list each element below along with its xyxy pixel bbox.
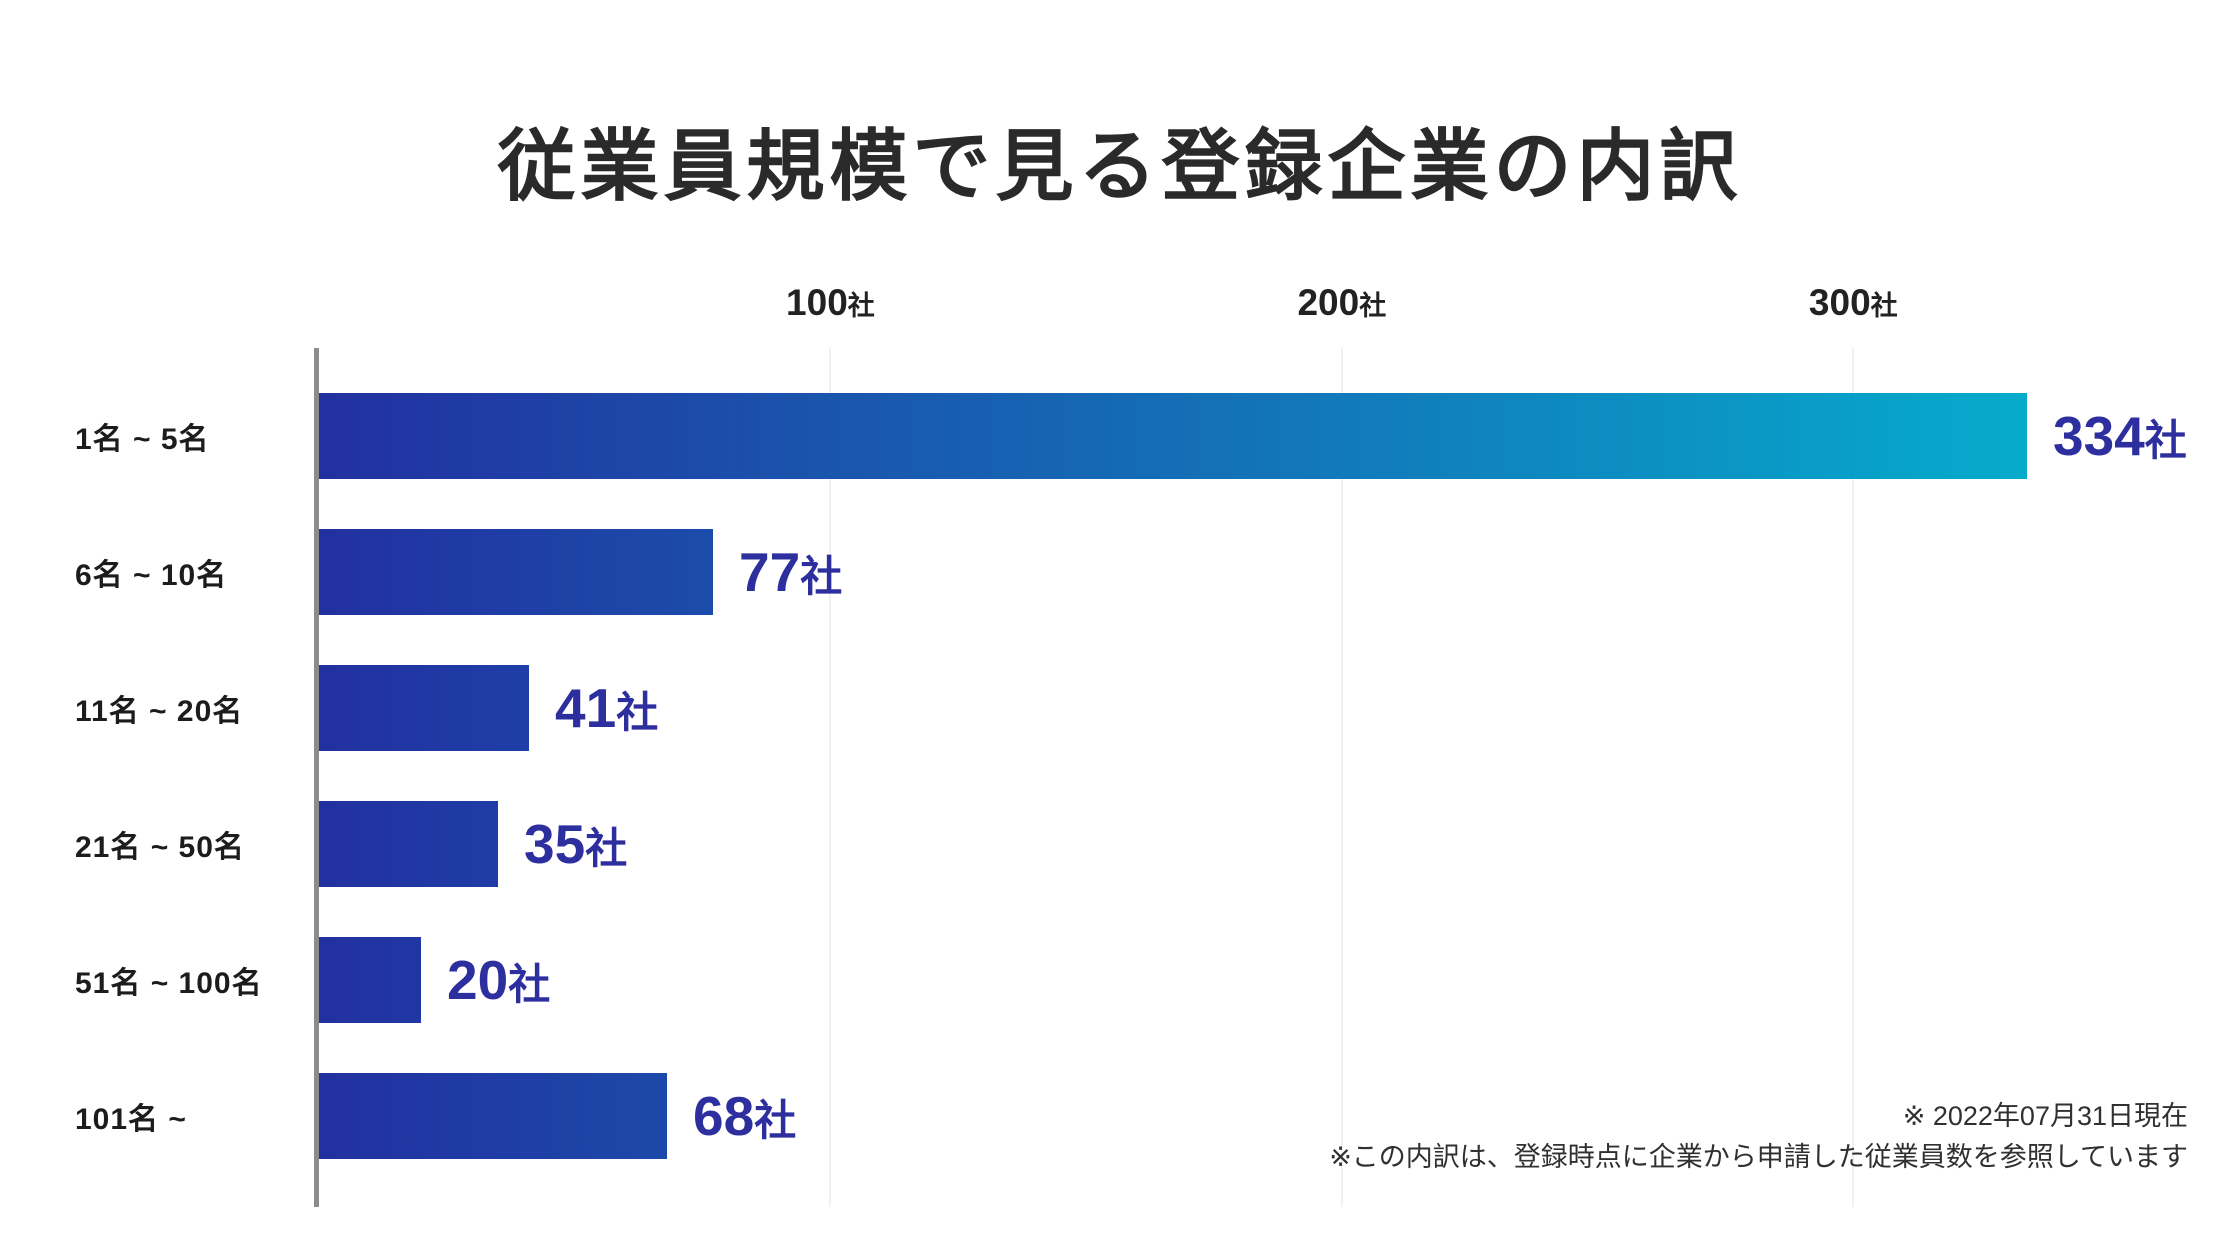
value-unit: 社 bbox=[616, 689, 659, 736]
value-number: 20 bbox=[447, 949, 509, 1011]
x-axis-tick-label: 200社 bbox=[1297, 282, 1386, 324]
bar-value-label: 35社 bbox=[524, 812, 627, 876]
bar bbox=[319, 801, 498, 887]
category-label: 101名 ~ bbox=[75, 1103, 187, 1136]
x-axis-tick-label: 100社 bbox=[786, 282, 875, 324]
gridline-100 bbox=[829, 348, 832, 1207]
category-labels-column: 1名 ~ 5名 6名 ~ 10名 11名 ~ 20名 21名 ~ 50名 51名 ~ 1… bbox=[75, 393, 310, 1209]
value-unit: 社 bbox=[2144, 417, 2187, 464]
bar-row: 77社 bbox=[319, 529, 2240, 615]
gridline-200 bbox=[1340, 348, 1343, 1207]
bar-value-label: 20社 bbox=[447, 948, 550, 1012]
category-label: 11名 ~ 20名 bbox=[75, 695, 244, 728]
value-number: 334 bbox=[2053, 405, 2145, 467]
bar-row: 20社 bbox=[319, 937, 2240, 1023]
category-label: 6名 ~ 10名 bbox=[75, 559, 228, 592]
bar bbox=[319, 529, 713, 615]
tick-number: 200 bbox=[1297, 282, 1360, 323]
bar-value-label: 334社 bbox=[2053, 404, 2187, 468]
x-axis-tick-label: 300社 bbox=[1809, 282, 1898, 324]
tick-number: 100 bbox=[786, 282, 848, 323]
tick-unit: 社 bbox=[847, 291, 875, 321]
value-number: 35 bbox=[524, 813, 586, 875]
bar-value-label: 77社 bbox=[739, 540, 842, 604]
bar-row: 334社 bbox=[319, 393, 2240, 479]
tick-unit: 社 bbox=[1359, 291, 1387, 321]
value-unit: 社 bbox=[585, 825, 628, 872]
chart-title: 従業員規模で見る登録企業の内訳 bbox=[497, 122, 1743, 210]
bar-value-label: 41社 bbox=[555, 676, 658, 740]
bar bbox=[319, 393, 2027, 479]
category-label: 21名 ~ 50名 bbox=[75, 831, 245, 864]
tick-number: 300 bbox=[1808, 282, 1871, 323]
value-number: 68 bbox=[693, 1085, 755, 1147]
bar-row: 68社 bbox=[319, 1073, 2240, 1159]
category-label: 1名 ~ 5名 bbox=[75, 423, 210, 456]
footnotes: ※ 2022年07月31日現在 ※この内訳は、登録時点に企業から申請した従業員数… bbox=[1329, 1096, 2188, 1177]
tick-unit: 社 bbox=[1870, 291, 1898, 321]
bar bbox=[319, 665, 529, 751]
bar bbox=[319, 937, 421, 1023]
bar bbox=[319, 1073, 667, 1159]
footnote-source: ※この内訳は、登録時点に企業から申請した従業員数を参照しています bbox=[1329, 1141, 2188, 1172]
bar-row: 35社 bbox=[319, 801, 2240, 887]
category-label: 51名 ~ 100名 bbox=[75, 967, 263, 1000]
gridline-300 bbox=[1852, 348, 1855, 1207]
value-unit: 社 bbox=[754, 1097, 797, 1144]
y-axis-line bbox=[314, 348, 319, 1207]
value-number: 77 bbox=[739, 541, 801, 603]
value-number: 41 bbox=[555, 677, 617, 739]
footnote-date: ※ 2022年07月31日現在 bbox=[1902, 1101, 2188, 1131]
bar-value-label: 68社 bbox=[693, 1084, 796, 1148]
value-unit: 社 bbox=[508, 961, 551, 1008]
plot-area: 100社 200社 300社 bbox=[314, 282, 2109, 1207]
bars-container: 334社 77社 41社 35社 20社 68社 bbox=[319, 393, 2240, 1209]
bar-row: 41社 bbox=[319, 665, 2240, 751]
value-unit: 社 bbox=[800, 553, 843, 600]
